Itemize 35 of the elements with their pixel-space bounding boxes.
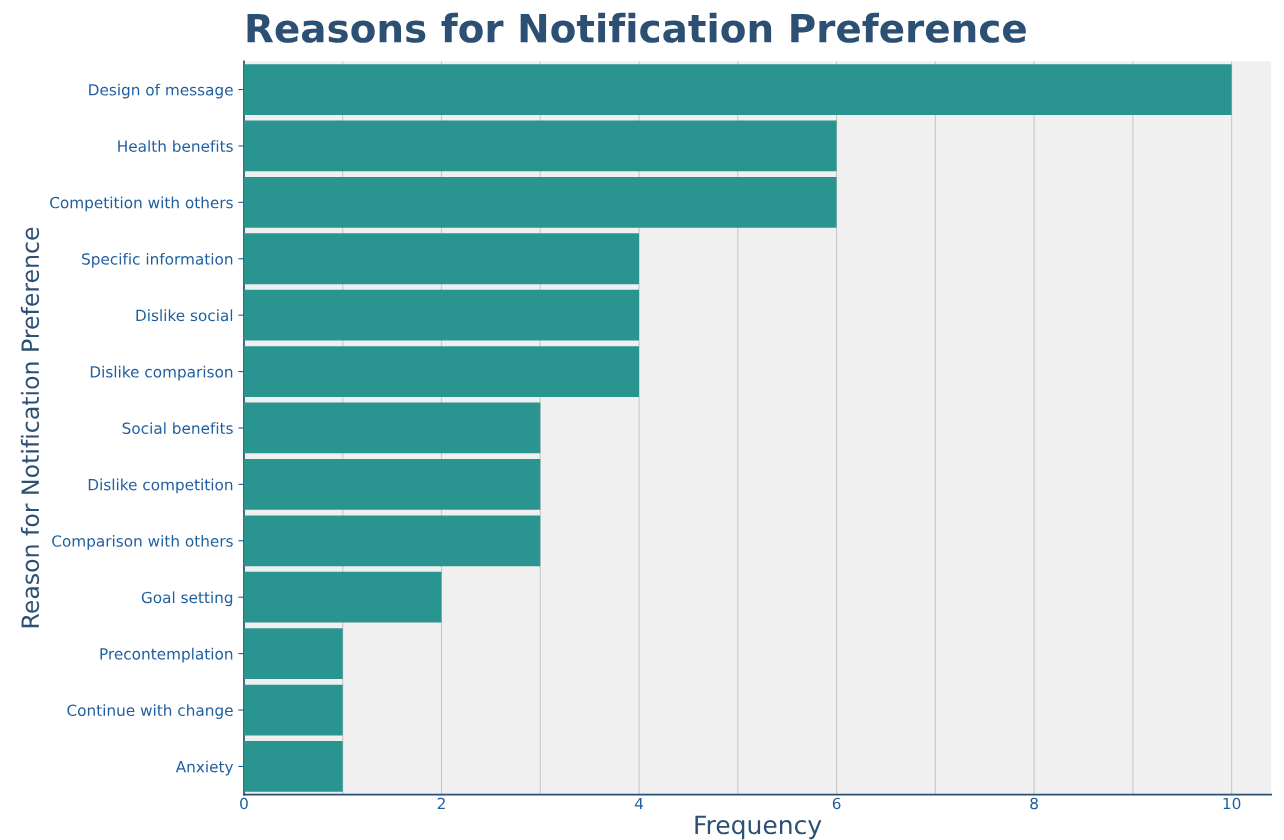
bar bbox=[243, 571, 442, 623]
y-tick-label: Dislike competition bbox=[88, 478, 233, 494]
y-tick-label: Design of message bbox=[89, 83, 233, 99]
y-tick-label: Health benefits bbox=[118, 140, 233, 152]
y-axis-title: Reason for Notification Preference bbox=[20, 227, 40, 628]
bar bbox=[243, 233, 640, 285]
y-tick-label: Social benefits bbox=[122, 422, 233, 434]
bar bbox=[243, 628, 343, 679]
chart-title: Reasons for Notification Preference bbox=[247, 12, 1026, 43]
x-tick-label: 0 bbox=[240, 797, 248, 810]
y-tick-label: Goal setting bbox=[141, 591, 233, 607]
bar bbox=[243, 176, 837, 228]
x-tick-label: 8 bbox=[1030, 797, 1038, 810]
y-tick-label: Anxiety bbox=[175, 760, 234, 776]
bar bbox=[243, 402, 541, 454]
bar bbox=[243, 289, 640, 341]
y-tick-label: Dislike social bbox=[136, 309, 233, 322]
x-tick-label: 2 bbox=[437, 797, 445, 810]
y-tick-label: Continue with change bbox=[67, 704, 233, 720]
bar bbox=[243, 64, 1232, 115]
y-tick-label: Precontemplation bbox=[100, 647, 233, 663]
x-tick-label: 6 bbox=[832, 797, 841, 810]
y-tick-label: Competition with others bbox=[50, 196, 233, 212]
y-tick-label: Comparison with others bbox=[52, 534, 233, 550]
bar bbox=[243, 684, 343, 736]
bar bbox=[243, 120, 837, 172]
bar bbox=[243, 741, 343, 792]
x-axis-title: Frequency bbox=[695, 815, 822, 840]
y-tick-label: Specific information bbox=[82, 252, 233, 268]
x-tick-label: 10 bbox=[1223, 797, 1241, 810]
bar bbox=[243, 346, 640, 397]
y-tick-label: Dislike comparison bbox=[90, 365, 233, 381]
x-tick-label: 4 bbox=[634, 797, 644, 810]
bar bbox=[243, 515, 541, 567]
bar bbox=[243, 459, 541, 510]
